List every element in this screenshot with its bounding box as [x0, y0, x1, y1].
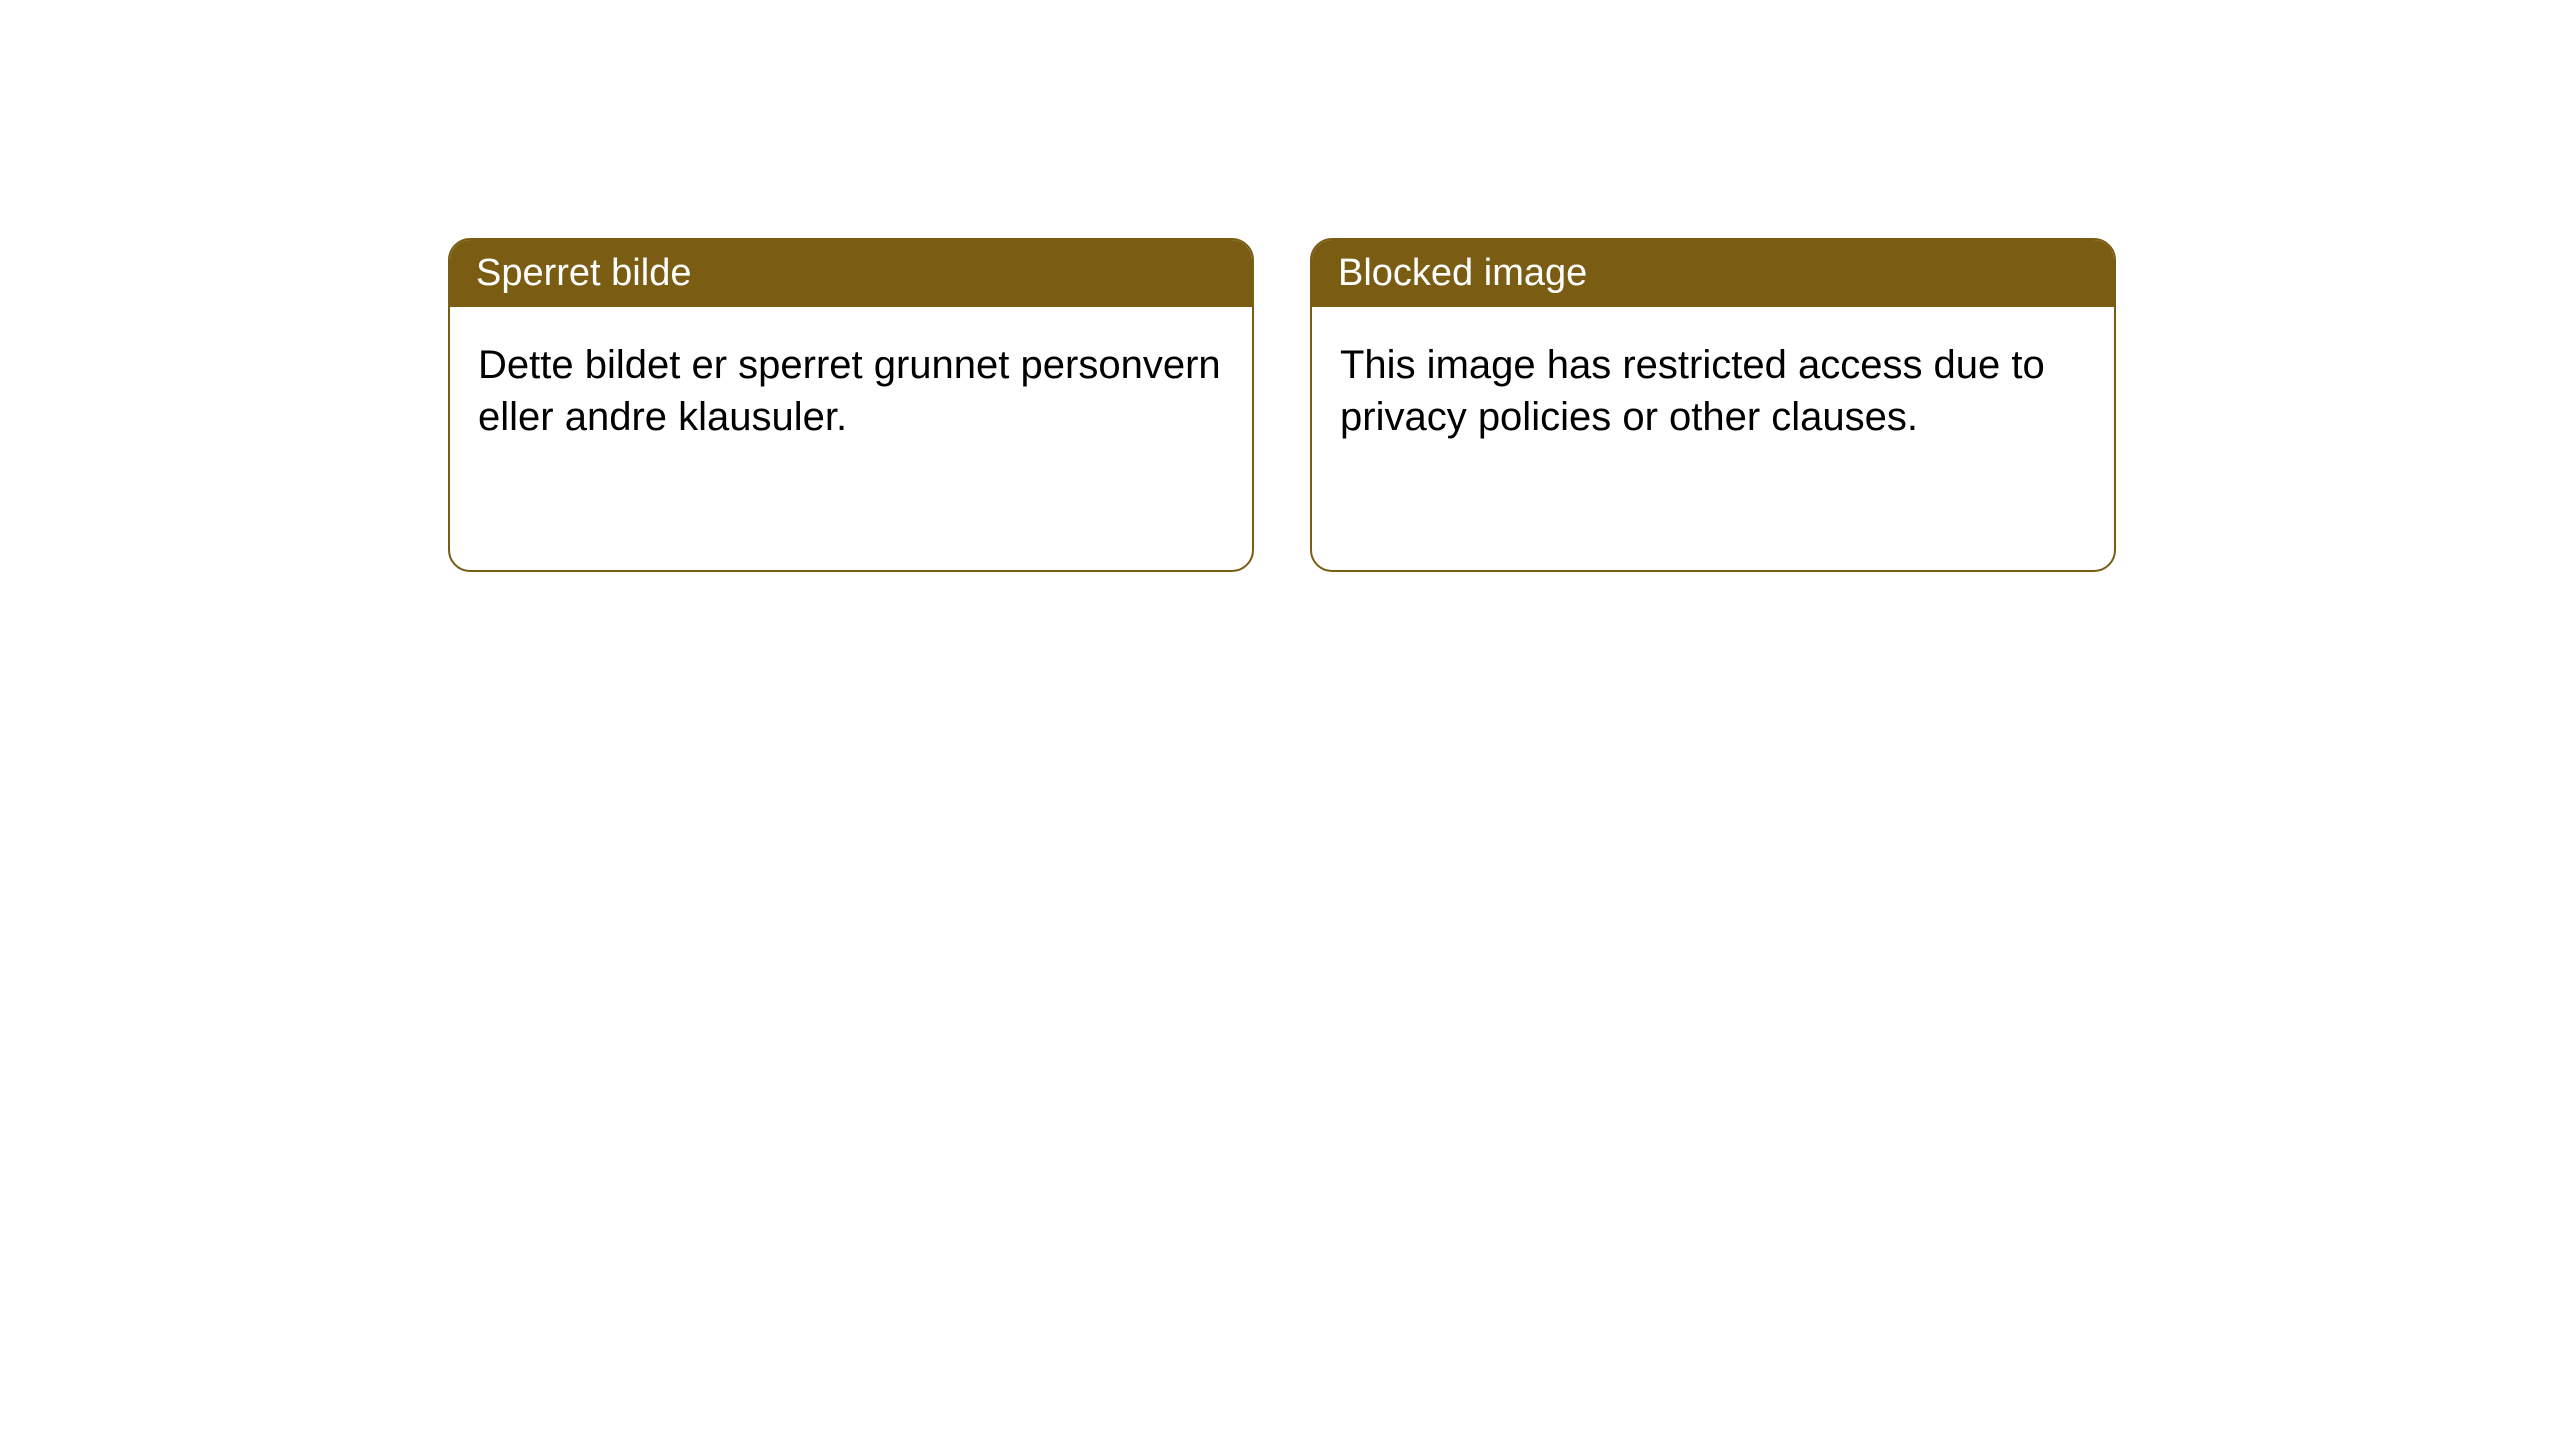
notice-container: Sperret bilde Dette bildet er sperret gr… [448, 238, 2116, 572]
notice-header: Sperret bilde [450, 240, 1252, 307]
notice-body: Dette bildet er sperret grunnet personve… [450, 307, 1252, 475]
notice-card-norwegian: Sperret bilde Dette bildet er sperret gr… [448, 238, 1254, 572]
notice-header: Blocked image [1312, 240, 2114, 307]
notice-card-english: Blocked image This image has restricted … [1310, 238, 2116, 572]
notice-body: This image has restricted access due to … [1312, 307, 2114, 475]
